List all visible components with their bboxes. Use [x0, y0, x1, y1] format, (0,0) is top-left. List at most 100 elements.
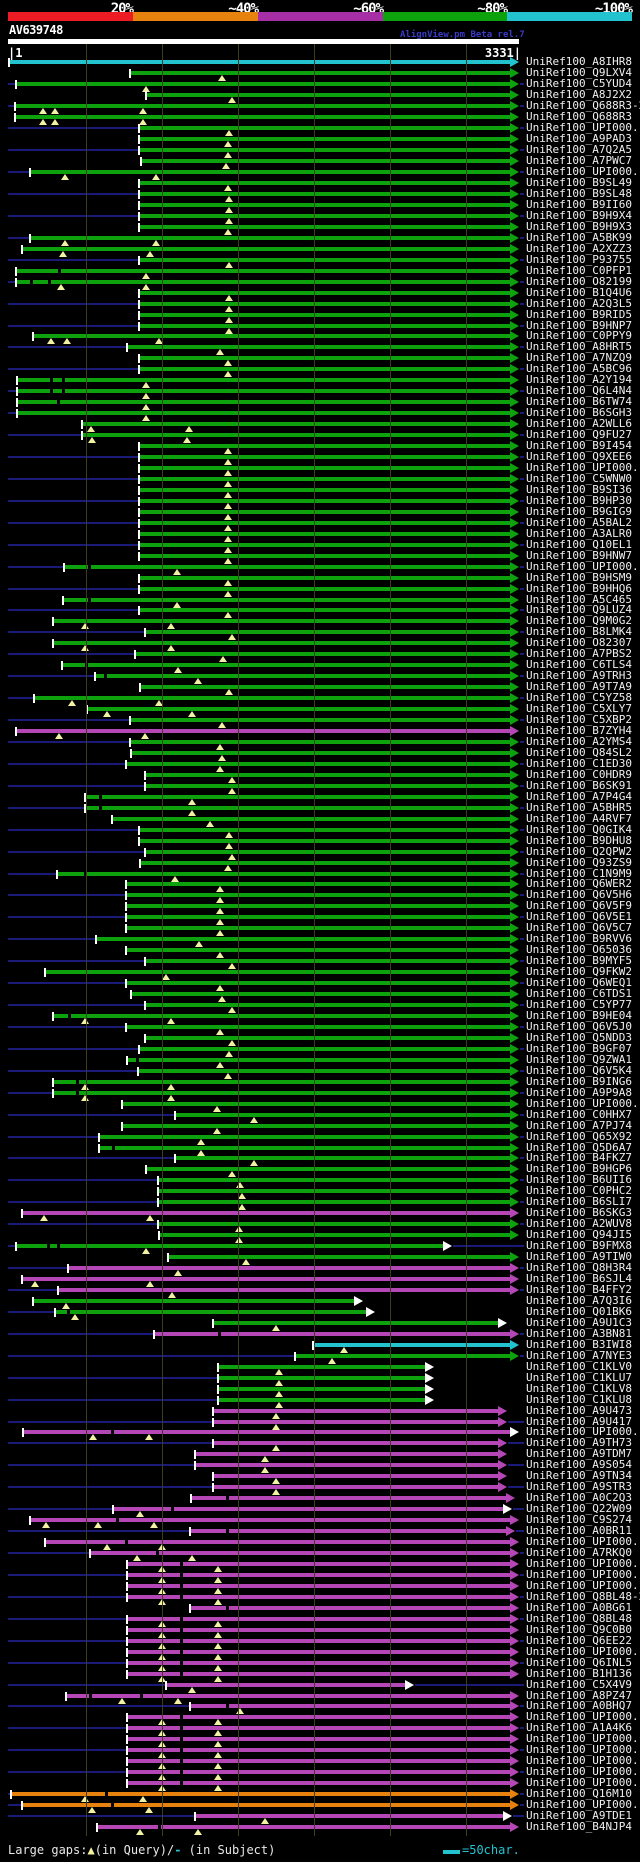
hit-bar[interactable] — [140, 498, 510, 503]
hit-bar[interactable] — [160, 1233, 510, 1238]
hit-label[interactable]: UniRef100_B9RID5 — [526, 307, 632, 321]
hit-label[interactable]: UniRef100_C5YP77 — [526, 998, 632, 1012]
hit-bar[interactable] — [192, 1496, 506, 1501]
hit-bar[interactable] — [59, 1288, 510, 1292]
hit-label[interactable]: UniRef100_A5BK99 — [526, 230, 632, 244]
hit-label[interactable]: UniRef100_UPI000.. — [526, 559, 640, 573]
hit-bar[interactable] — [140, 1046, 510, 1051]
hit-bar[interactable] — [159, 1189, 510, 1194]
hit-label[interactable]: UniRef100_B9FMX8 — [526, 1239, 632, 1253]
hit-label[interactable]: UniRef100_B1H136 — [526, 1666, 632, 1680]
hit-label[interactable]: UniRef100_A2WLL6 — [526, 417, 632, 431]
hit-label[interactable]: UniRef100_B8LMK4 — [526, 625, 632, 639]
hit-label[interactable]: UniRef100_C5X4V9 — [526, 1677, 632, 1691]
hit-bar[interactable] — [58, 871, 510, 876]
hit-bar[interactable] — [16, 115, 510, 120]
hit-label[interactable]: UniRef100_A8IHR8 — [526, 55, 632, 69]
hit-bar[interactable] — [146, 1003, 510, 1008]
hit-bar[interactable] — [128, 1572, 510, 1577]
hit-label[interactable]: UniRef100_C0HDR9 — [526, 767, 632, 781]
hit-bar[interactable] — [86, 794, 510, 799]
hit-bar[interactable] — [191, 1605, 510, 1610]
hit-bar[interactable] — [214, 1485, 498, 1490]
hit-bar[interactable] — [142, 159, 510, 164]
hit-label[interactable]: UniRef100_Q6V5K4 — [526, 1063, 632, 1077]
hit-label[interactable]: UniRef100_B9SI36 — [526, 482, 632, 496]
hit-label[interactable]: UniRef100_UPI000.. — [526, 1567, 640, 1581]
hit-bar[interactable] — [176, 1156, 510, 1161]
hit-label[interactable]: UniRef100_C1ED30 — [526, 756, 632, 770]
hit-label[interactable]: UniRef100_B1Q4U6 — [526, 285, 632, 299]
hit-bar[interactable] — [46, 1540, 510, 1545]
hit-bar[interactable] — [128, 1715, 510, 1720]
hit-bar[interactable] — [17, 82, 510, 87]
hit-bar[interactable] — [56, 1309, 366, 1314]
hit-bar[interactable] — [131, 71, 510, 76]
hit-label[interactable]: UniRef100_Q93ZS9 — [526, 855, 632, 869]
hit-label[interactable]: UniRef100_Q6V5E1 — [526, 910, 632, 924]
hit-label[interactable]: UniRef100_Q8H3R4 — [526, 1261, 632, 1275]
hit-label[interactable]: UniRef100_B9GF07 — [526, 1041, 632, 1055]
hit-bar[interactable] — [18, 400, 510, 405]
hit-bar[interactable] — [46, 970, 510, 975]
hit-bar[interactable] — [140, 323, 510, 328]
hit-bar[interactable] — [128, 345, 510, 350]
hit-label[interactable]: UniRef100_B6SJL4 — [526, 1272, 632, 1286]
hit-label[interactable]: UniRef100_Q8BL48 — [526, 1611, 632, 1625]
hit-label[interactable]: UniRef100_B9H9X4 — [526, 208, 632, 222]
hit-bar[interactable] — [140, 455, 510, 460]
hit-bar[interactable] — [128, 1616, 510, 1621]
hit-bar[interactable] — [214, 1419, 498, 1424]
hit-label[interactable]: UniRef100_A9S054 — [526, 1458, 632, 1472]
hit-label[interactable]: UniRef100_A0BR11 — [526, 1524, 632, 1538]
hit-bar[interactable] — [91, 1551, 510, 1556]
hit-bar[interactable] — [147, 1167, 510, 1172]
hit-label[interactable]: UniRef100_UPI000.. — [526, 1743, 640, 1757]
hit-label[interactable]: UniRef100_B4FKZ7 — [526, 1151, 632, 1165]
hit-bar[interactable] — [96, 674, 510, 679]
hit-bar[interactable] — [128, 1638, 510, 1643]
hit-label[interactable]: UniRef100_A8HRT5 — [526, 340, 632, 354]
hit-label[interactable]: UniRef100_Q9ZWA1 — [526, 1052, 632, 1066]
hit-label[interactable]: UniRef100_B9HE04 — [526, 1009, 632, 1022]
hit-bar[interactable] — [167, 1682, 405, 1687]
hit-bar[interactable] — [128, 1770, 510, 1775]
hit-bar[interactable] — [23, 246, 510, 251]
hit-bar[interactable] — [214, 1320, 498, 1325]
hit-label[interactable]: UniRef100_A9U473 — [526, 1403, 632, 1417]
hit-bar[interactable] — [136, 652, 510, 657]
hit-label[interactable]: UniRef100_P93755 — [526, 252, 632, 266]
hit-bar[interactable] — [63, 663, 510, 668]
hit-label[interactable]: UniRef100_C5XLY7 — [526, 702, 632, 716]
hit-label[interactable]: UniRef100_A2Q3L5 — [526, 296, 632, 310]
hit-label[interactable]: UniRef100_Q65X92 — [526, 1129, 632, 1143]
hit-bar[interactable] — [64, 597, 510, 602]
hit-bar[interactable] — [140, 553, 510, 558]
hit-label[interactable]: UniRef100_O65036 — [526, 943, 632, 957]
hit-label[interactable]: UniRef100_Q6INL5 — [526, 1655, 632, 1669]
hit-bar[interactable] — [196, 1463, 498, 1468]
hit-label[interactable]: UniRef100_Q5D6A7 — [526, 1140, 632, 1154]
hit-label[interactable]: UniRef100_UPI000.. — [526, 165, 640, 179]
hit-label[interactable]: UniRef100_UPI000.. — [526, 121, 640, 135]
hit-label[interactable]: UniRef100_B3IWI8 — [526, 1337, 632, 1351]
hit-label[interactable]: UniRef100_A5BAL2 — [526, 515, 632, 529]
hit-label[interactable]: UniRef100_Q94JI5 — [526, 1228, 632, 1242]
hit-label[interactable]: UniRef100_Q9M0G2 — [526, 614, 632, 628]
hit-bar[interactable] — [128, 1649, 510, 1654]
hit-label[interactable]: UniRef100_UPI000.. — [526, 1644, 640, 1658]
hit-label[interactable]: UniRef100_C6TDS1 — [526, 987, 632, 1001]
hit-label[interactable]: UniRef100_A3ALR0 — [526, 526, 632, 540]
hit-label[interactable]: UniRef100_Q9C0B0 — [526, 1622, 632, 1636]
hit-bar[interactable] — [127, 981, 510, 986]
hit-label[interactable]: UniRef100_A0C2Q3 — [526, 1491, 632, 1505]
hit-bar[interactable] — [146, 783, 510, 788]
hit-label[interactable]: UniRef100_Q688R3-2 — [526, 99, 640, 113]
hit-label[interactable]: UniRef100_B9RVV6 — [526, 932, 632, 946]
hit-label[interactable]: UniRef100_C5WNW0 — [526, 471, 632, 485]
hit-bar[interactable] — [140, 137, 510, 142]
hit-bar[interactable] — [86, 805, 510, 810]
hit-label[interactable]: UniRef100_B9II60 — [526, 197, 632, 211]
hit-bar[interactable] — [214, 1474, 498, 1479]
hit-label[interactable]: UniRef100_C9S274 — [526, 1513, 632, 1527]
